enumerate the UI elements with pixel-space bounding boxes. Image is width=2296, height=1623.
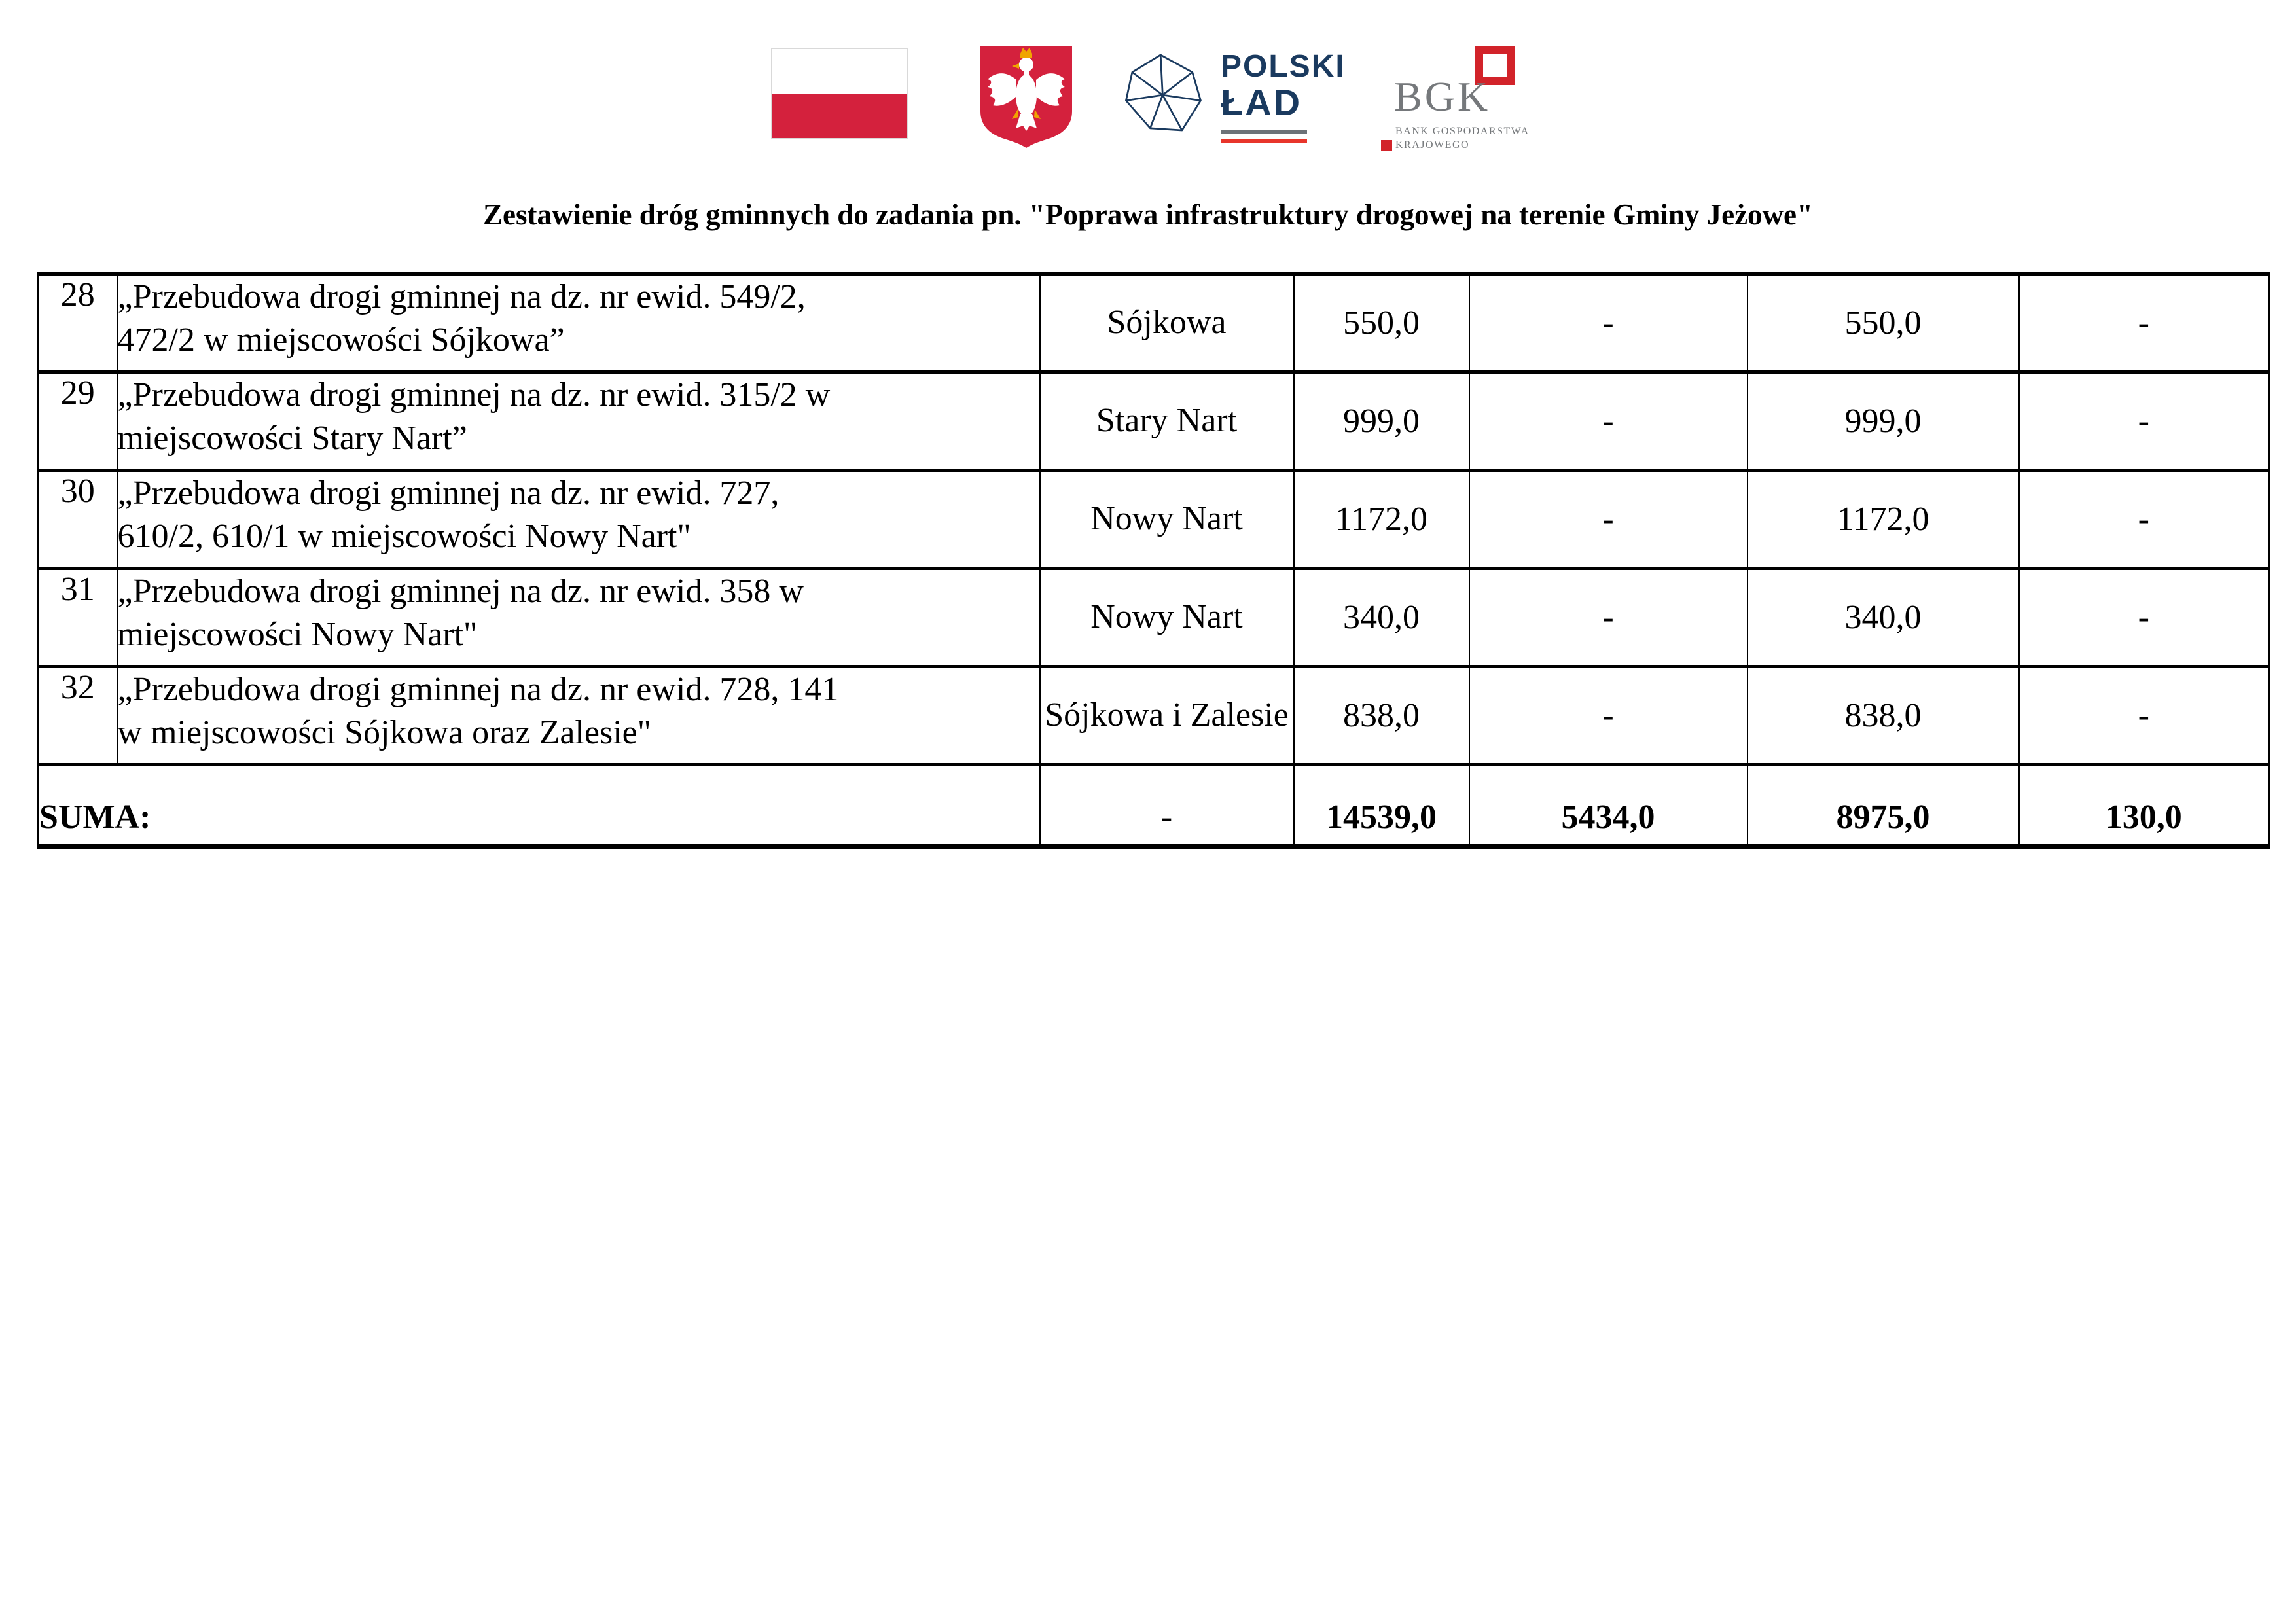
bgk-subtitle: BANK GOSPODARSTWA KRAJOWEGO xyxy=(1395,124,1530,152)
length-cell: 838,0 xyxy=(1293,664,1470,766)
value-cell: - xyxy=(1468,272,1748,374)
poland-coat-of-arms-icon xyxy=(980,46,1072,148)
suma-label-cell: SUMA: xyxy=(37,762,1041,848)
road-name-line2: 610/2, 610/1 w miejscowości Nowy Nart" xyxy=(117,517,691,555)
bgk-logo: BGK BANK GOSPODARSTWA KRAJOWEGO xyxy=(1380,45,1543,152)
row-number-cell: 28 xyxy=(37,272,118,374)
value-cell: - xyxy=(2018,566,2270,668)
road-name-line1: „Przebudowa drogi gminnej na dz. nr ewid… xyxy=(117,376,831,414)
locality-cell: Nowy Nart xyxy=(1039,566,1295,668)
row-number-cell: 31 xyxy=(37,566,118,668)
polski-lad-logo: POLSKI ŁAD xyxy=(1121,50,1435,154)
value-cell: - xyxy=(1468,664,1748,766)
polski-lad-gray-bar xyxy=(1221,130,1307,134)
value-cell: 550,0 xyxy=(1746,272,2020,374)
locality-cell: Sójkowa xyxy=(1039,272,1295,374)
flag-white-stripe xyxy=(772,49,907,94)
road-name-line2: 472/2 w miejscowości Sójkowa” xyxy=(117,321,565,359)
value-cell: 340,0 xyxy=(1746,566,2020,668)
logo-strip: POLSKI ŁAD BGK BANK GOSPODARSTWA KRAJOWE… xyxy=(0,0,2296,170)
locality-cell: Sójkowa i Zalesie xyxy=(1039,664,1295,766)
bgk-square-icon xyxy=(1475,46,1515,85)
page-title: Zestawienie dróg gminnych do zadania pn.… xyxy=(482,198,1813,231)
bgk-dot-icon xyxy=(1381,140,1392,151)
length-cell: 1172,0 xyxy=(1293,468,1470,570)
value-cell: - xyxy=(2018,272,2270,374)
poland-flag-icon xyxy=(771,48,908,139)
locality-cell: Stary Nart xyxy=(1039,370,1295,472)
roads-table: 28 „Przebudowa drogi gminnej na dz. nr e… xyxy=(37,272,2270,849)
road-name-cell: „Przebudowa drogi gminnej na dz. nr ewid… xyxy=(116,566,1041,668)
value-cell: - xyxy=(2018,664,2270,766)
road-name-line1: „Przebudowa drogi gminnej na dz. nr ewid… xyxy=(117,670,839,708)
suma-length-cell: 14539,0 xyxy=(1293,762,1470,848)
length-cell: 340,0 xyxy=(1293,566,1470,668)
polski-lad-red-bar xyxy=(1221,139,1307,143)
value-cell: - xyxy=(1468,468,1748,570)
value-cell: 1172,0 xyxy=(1746,468,2020,570)
length-cell: 999,0 xyxy=(1293,370,1470,472)
road-name-line2: w miejscowości Sójkowa oraz Zalesie" xyxy=(117,713,651,751)
value-cell: - xyxy=(2018,468,2270,570)
road-name-cell: „Przebudowa drogi gminnej na dz. nr ewid… xyxy=(116,370,1041,472)
road-name-line1: „Przebudowa drogi gminnej na dz. nr ewid… xyxy=(117,474,780,512)
suma-value-cell: 5434,0 xyxy=(1468,762,1748,848)
row-number-cell: 30 xyxy=(37,468,118,570)
table-row-32: 32 „Przebudowa drogi gminnej na dz. nr e… xyxy=(37,664,2270,766)
suma-value-cell: 8975,0 xyxy=(1746,762,2020,848)
road-name-line1: „Przebudowa drogi gminnej na dz. nr ewid… xyxy=(117,572,804,610)
road-name-cell: „Przebudowa drogi gminnej na dz. nr ewid… xyxy=(116,272,1041,374)
value-cell: 838,0 xyxy=(1746,664,2020,766)
table-row-31: 31 „Przebudowa drogi gminnej na dz. nr e… xyxy=(37,566,2270,668)
polski-lad-wordmark-line2: ŁAD xyxy=(1221,82,1302,123)
table-row-29: 29 „Przebudowa drogi gminnej na dz. nr e… xyxy=(37,370,2270,472)
locality-cell: Nowy Nart xyxy=(1039,468,1295,570)
road-name-cell: „Przebudowa drogi gminnej na dz. nr ewid… xyxy=(116,468,1041,570)
road-name-line2: miejscowości Nowy Nart" xyxy=(117,615,478,653)
value-cell: - xyxy=(1468,370,1748,472)
polski-lad-wordmark-line1: POLSKI xyxy=(1221,49,1346,84)
flag-red-stripe xyxy=(772,94,907,138)
value-cell: - xyxy=(1468,566,1748,668)
bgk-wordmark: BGK xyxy=(1394,73,1491,120)
table-row-30: 30 „Przebudowa drogi gminnej na dz. nr e… xyxy=(37,468,2270,570)
row-number-cell: 29 xyxy=(37,370,118,472)
value-cell: 999,0 xyxy=(1746,370,2020,472)
bgk-subtitle-line1: BANK GOSPODARSTWA xyxy=(1395,126,1530,137)
suma-locality-cell: - xyxy=(1039,762,1295,848)
bgk-subtitle-line2: KRAJOWEGO xyxy=(1395,139,1470,151)
value-cell: - xyxy=(2018,370,2270,472)
road-name-cell: „Przebudowa drogi gminnej na dz. nr ewid… xyxy=(116,664,1041,766)
road-name-line2: miejscowości Stary Nart” xyxy=(117,419,467,457)
polski-lad-gem-icon xyxy=(1125,54,1202,132)
suma-value-cell: 130,0 xyxy=(2018,762,2270,848)
row-number-cell: 32 xyxy=(37,664,118,766)
road-name-line1: „Przebudowa drogi gminnej na dz. nr ewid… xyxy=(117,278,806,315)
length-cell: 550,0 xyxy=(1293,272,1470,374)
table-row-28: 28 „Przebudowa drogi gminnej na dz. nr e… xyxy=(37,272,2270,374)
table-row-suma: SUMA: - 14539,0 5434,0 8975,0 130,0 xyxy=(37,762,2270,848)
